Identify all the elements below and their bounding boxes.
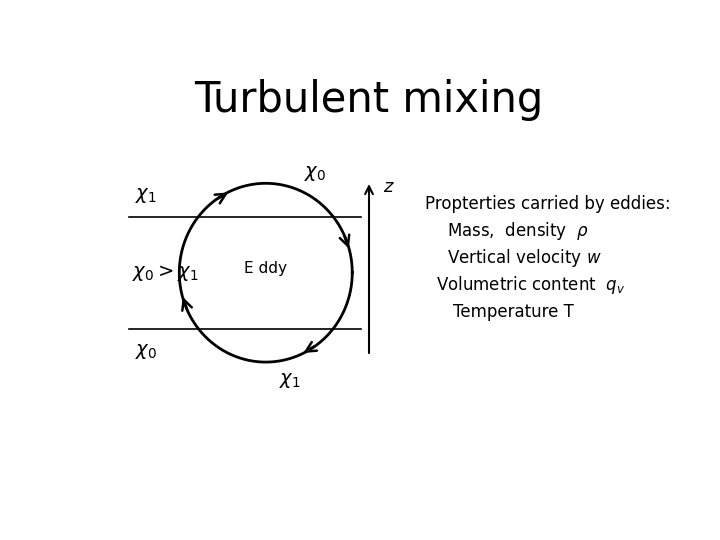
Text: E ddy: E ddy — [244, 261, 287, 276]
Text: $\chi_0$: $\chi_0$ — [304, 164, 325, 183]
Text: $\chi_0 > \chi_1$: $\chi_0 > \chi_1$ — [132, 262, 198, 283]
Text: Propterties carried by eddies:: Propterties carried by eddies: — [425, 195, 670, 213]
Text: Vertical velocity $w$: Vertical velocity $w$ — [447, 247, 602, 269]
Text: $\chi_0$: $\chi_0$ — [135, 342, 157, 361]
Text: $\chi_1$: $\chi_1$ — [135, 186, 156, 205]
Text: Temperature T: Temperature T — [453, 303, 574, 321]
Text: z: z — [383, 178, 392, 197]
Text: Turbulent mixing: Turbulent mixing — [194, 79, 544, 121]
Text: Volumetric content  $q_v$: Volumetric content $q_v$ — [436, 274, 625, 296]
Text: $\chi_1$: $\chi_1$ — [279, 372, 301, 390]
Text: Mass,  density  $\rho$: Mass, density $\rho$ — [447, 220, 589, 242]
